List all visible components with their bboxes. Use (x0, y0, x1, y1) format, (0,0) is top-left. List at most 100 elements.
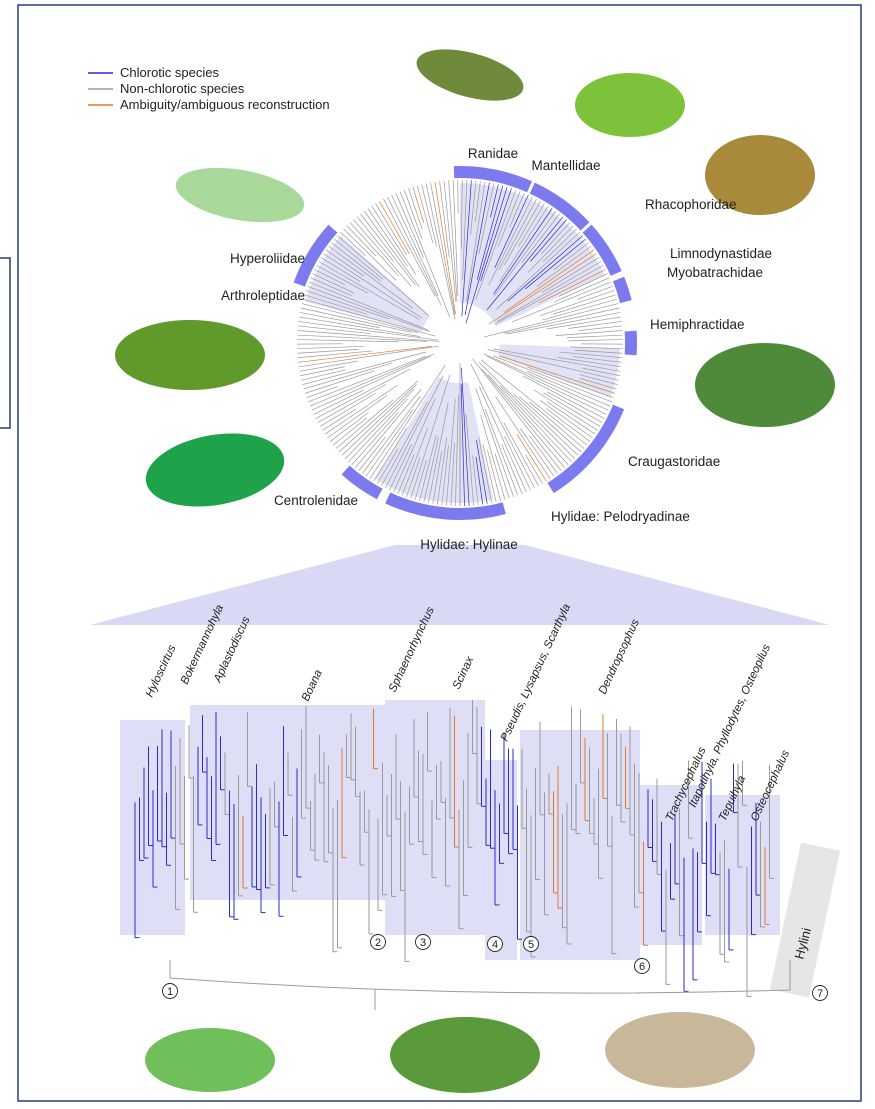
tribe-box (769, 842, 841, 998)
family-label: Arthroleptidae (221, 288, 305, 303)
tree-branch (570, 346, 623, 350)
tree-branch (351, 412, 399, 466)
family-label: Hemiphractidae (650, 317, 745, 332)
tree-branch (362, 395, 421, 474)
tree-branch (553, 242, 589, 271)
clade-box (705, 795, 780, 935)
tree-branch (503, 422, 539, 487)
tree-branch (518, 203, 545, 247)
tree-branch (307, 285, 431, 333)
tree-branch (324, 384, 398, 435)
tree-branch (317, 383, 387, 423)
genus-label: Itapotihyla, Phyllodytes, Osteopilus (687, 642, 773, 809)
family-label: Hylidae: Pelodryadinae (551, 509, 690, 524)
tree-branch (311, 355, 431, 411)
tree-branch (512, 281, 612, 323)
family-label: Limnodynastidae (670, 246, 772, 261)
tree-branch (501, 444, 523, 494)
tree-branch (504, 249, 595, 313)
genus-label: Hyloscirtus (144, 643, 179, 699)
ring-family (624, 330, 637, 356)
tree-branch (480, 188, 512, 281)
tree-branch (542, 228, 577, 263)
tree-branch (346, 225, 377, 257)
tree-branch (369, 364, 446, 479)
tree-branch (304, 370, 375, 394)
ring-family (529, 182, 590, 231)
clade-number: 7 (817, 988, 823, 1000)
tree-branch (335, 399, 394, 449)
tree-branch (423, 437, 439, 503)
tree-branch (513, 394, 579, 456)
tree-branch (375, 203, 407, 255)
tree-branch (385, 375, 444, 489)
tree-branch (446, 398, 456, 506)
tree-branch (334, 238, 384, 280)
tree-branch (389, 443, 412, 491)
tree-branch (474, 181, 481, 223)
tree-branch (476, 439, 488, 504)
tree-branch (482, 444, 497, 503)
family-label: Centrolenidae (274, 493, 358, 508)
tree-branch (312, 273, 355, 294)
tree-branch (297, 349, 359, 354)
tree-branch (343, 228, 397, 281)
tree-branch (528, 435, 558, 474)
tree-branch (338, 380, 419, 453)
clade-number: 1 (167, 986, 173, 998)
tree-branch (497, 261, 602, 322)
tree-branch (470, 363, 535, 489)
tree-branch (470, 180, 477, 235)
legend-label: Ambiguity/ambiguous reconstruction (120, 97, 330, 112)
tree-branch (441, 445, 449, 506)
frog-photos (115, 49, 835, 1093)
clade-number: 2 (375, 937, 381, 949)
tree-branch (566, 334, 623, 339)
frog-photo (175, 167, 305, 223)
tree-branch (360, 213, 416, 286)
tree-branch (496, 231, 580, 310)
tree-branch (297, 339, 399, 343)
clade-number: 6 (639, 961, 645, 973)
family-label: Ranidae (468, 146, 518, 161)
frog-photo (695, 343, 835, 427)
tree-branch (298, 345, 440, 368)
family-label: Craugastoridae (628, 454, 720, 469)
tree-branch (540, 290, 615, 317)
figure-frame (17, 4, 862, 1102)
tree-branch (427, 402, 449, 503)
tree-branch (315, 368, 411, 419)
tree-branch (486, 216, 564, 311)
zoom-wedge (90, 545, 830, 625)
tree-branch (461, 367, 470, 506)
clade-number: 4 (492, 939, 498, 951)
tree-branch (472, 358, 562, 471)
clade-number-circle (487, 936, 503, 952)
tree-branch (494, 265, 604, 325)
tree-branch (319, 392, 377, 427)
tree-branch (461, 180, 472, 317)
tree-branch (353, 219, 412, 287)
tree-branch (448, 180, 458, 301)
tree-branch (430, 182, 456, 315)
tree-branch (527, 370, 611, 407)
tree-branch (490, 184, 499, 218)
tree-branch (539, 269, 606, 304)
frog-photo (575, 73, 685, 137)
tree-branch (503, 307, 620, 334)
tree-branch (452, 180, 459, 297)
tree-branch (525, 238, 586, 290)
tree-branch (465, 186, 508, 324)
tree-branch (541, 257, 600, 293)
tree-branch (316, 265, 369, 294)
tree-branch (465, 414, 474, 506)
clade-number-circle (634, 958, 650, 974)
frog-photo (416, 49, 524, 101)
tree-branch (363, 210, 420, 288)
tree-branch (308, 281, 429, 331)
tree-branch (575, 349, 623, 354)
tree-branch (552, 294, 616, 315)
tree-branch (494, 453, 510, 499)
tree-branch (436, 437, 448, 505)
tree-branch (381, 401, 428, 487)
